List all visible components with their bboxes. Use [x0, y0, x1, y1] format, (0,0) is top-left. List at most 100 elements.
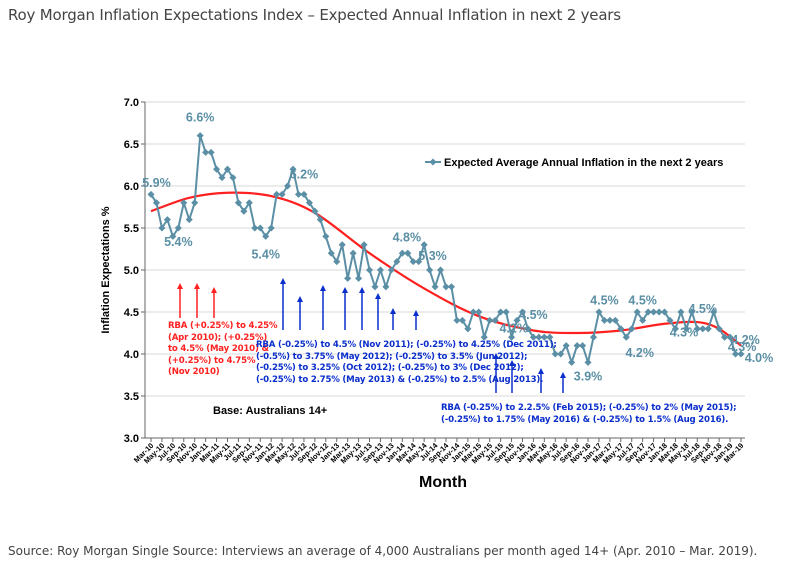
arrow-head-icon — [320, 285, 326, 291]
data-point — [376, 266, 384, 274]
data-point — [256, 224, 264, 232]
data-point — [458, 316, 466, 324]
y-axis-title: Inflation Expectations % — [100, 206, 112, 333]
data-point — [316, 216, 324, 224]
annotation-line: (-0.5%) to 3.75% (May 2012); (-0.25%) to… — [256, 351, 528, 362]
data-point — [617, 325, 625, 333]
data-point — [486, 316, 494, 324]
data-point — [699, 325, 707, 333]
data-point — [557, 350, 565, 358]
arrow-head-icon — [538, 368, 544, 374]
data-point — [251, 224, 259, 232]
data-point — [562, 342, 570, 350]
data-point — [633, 308, 641, 316]
annotation-line: (+0.25%) to 4.75% — [168, 355, 256, 366]
series-line — [147, 132, 745, 367]
data-point — [469, 308, 477, 316]
data-point — [622, 333, 630, 341]
data-point — [365, 266, 374, 274]
data-point — [644, 308, 652, 316]
data-point — [535, 333, 543, 341]
data-label: 4.5% — [628, 293, 657, 307]
data-point — [278, 190, 286, 198]
rba-decrease-annotation-2: RBA (-0.25%) to 2.2.5% (Feb 2015); (-0.2… — [441, 403, 737, 426]
data-point — [611, 316, 619, 324]
annotation-line: (Nov 2010) — [168, 367, 220, 377]
data-point — [568, 358, 576, 366]
data-point — [262, 232, 270, 240]
y-tick-label: 6.5 — [124, 139, 139, 151]
data-label: 3.9% — [574, 369, 603, 383]
data-point — [437, 266, 445, 274]
data-point — [453, 316, 461, 324]
data-point — [447, 283, 455, 291]
annotation-line: (-0.25%) to 3.25% (Oct 2012); (-0.25%) t… — [256, 363, 524, 373]
data-label: 6.6% — [186, 111, 215, 125]
rba-arrows — [177, 278, 566, 393]
data-point — [229, 174, 237, 182]
data-point — [737, 350, 745, 358]
data-label: 6.2% — [290, 167, 319, 181]
data-point — [240, 207, 248, 215]
y-tick-label: 3.0 — [124, 433, 139, 445]
data-labels: 5.9%5.4%6.6%5.4%6.2%4.8%5.3%4.5%4.2%3.9%… — [142, 111, 773, 384]
data-point — [267, 224, 275, 232]
annotation-line: (-0.25%) to 1.75% (May 2016) & (-0.25%) … — [441, 414, 729, 425]
annotation-line: RBA (+0.25%) to 4.25% — [168, 321, 278, 331]
data-label: 4.3% — [670, 325, 699, 339]
data-label: 4.5% — [590, 293, 619, 307]
data-point — [704, 325, 712, 333]
data-point — [174, 224, 182, 232]
data-point — [551, 350, 559, 358]
data-point — [327, 249, 335, 257]
arrow-head-icon — [359, 287, 365, 293]
data-point — [223, 165, 232, 173]
data-point — [234, 199, 242, 207]
data-point — [546, 333, 554, 341]
data-point — [726, 333, 734, 341]
data-point — [660, 308, 669, 316]
y-tick-label: 5.0 — [124, 265, 139, 277]
data-point — [589, 333, 598, 341]
legend-label: Expected Average Annual Inflation in the… — [444, 157, 723, 169]
data-point — [180, 199, 188, 207]
data-label: 4.0% — [745, 351, 774, 365]
arrow-head-icon — [560, 372, 566, 378]
data-point — [600, 316, 608, 324]
data-point — [393, 258, 401, 266]
data-point — [294, 190, 303, 198]
data-point — [639, 316, 647, 324]
data-point — [333, 258, 341, 266]
annotation-line: (Apr 2010); (+0.25%) — [168, 332, 268, 343]
data-point — [524, 325, 532, 333]
data-point — [595, 308, 603, 316]
x-axis-title: Month — [419, 474, 467, 491]
data-point — [338, 241, 346, 249]
data-point — [480, 333, 488, 341]
data-point — [196, 132, 204, 140]
data-point — [371, 283, 379, 291]
data-point — [163, 216, 171, 224]
data-point — [540, 333, 548, 341]
data-point — [682, 325, 690, 333]
data-label: 5.3% — [418, 249, 447, 263]
data-point — [513, 316, 521, 324]
data-point — [431, 283, 439, 291]
gridlines — [145, 101, 745, 397]
legend-marker — [429, 158, 437, 166]
data-point — [245, 199, 253, 207]
data-point — [147, 190, 155, 198]
data-point — [502, 308, 510, 316]
data-point — [732, 350, 740, 358]
data-point — [387, 266, 395, 274]
data-point — [398, 249, 406, 257]
data-point — [382, 283, 390, 291]
data-point — [693, 325, 701, 333]
data-point — [688, 308, 696, 316]
data-point — [213, 165, 221, 173]
data-point — [311, 207, 319, 215]
data-point — [710, 308, 718, 316]
data-point — [721, 333, 729, 341]
y-tick-label: 4.5 — [124, 307, 139, 319]
arrow-head-icon — [509, 360, 515, 366]
